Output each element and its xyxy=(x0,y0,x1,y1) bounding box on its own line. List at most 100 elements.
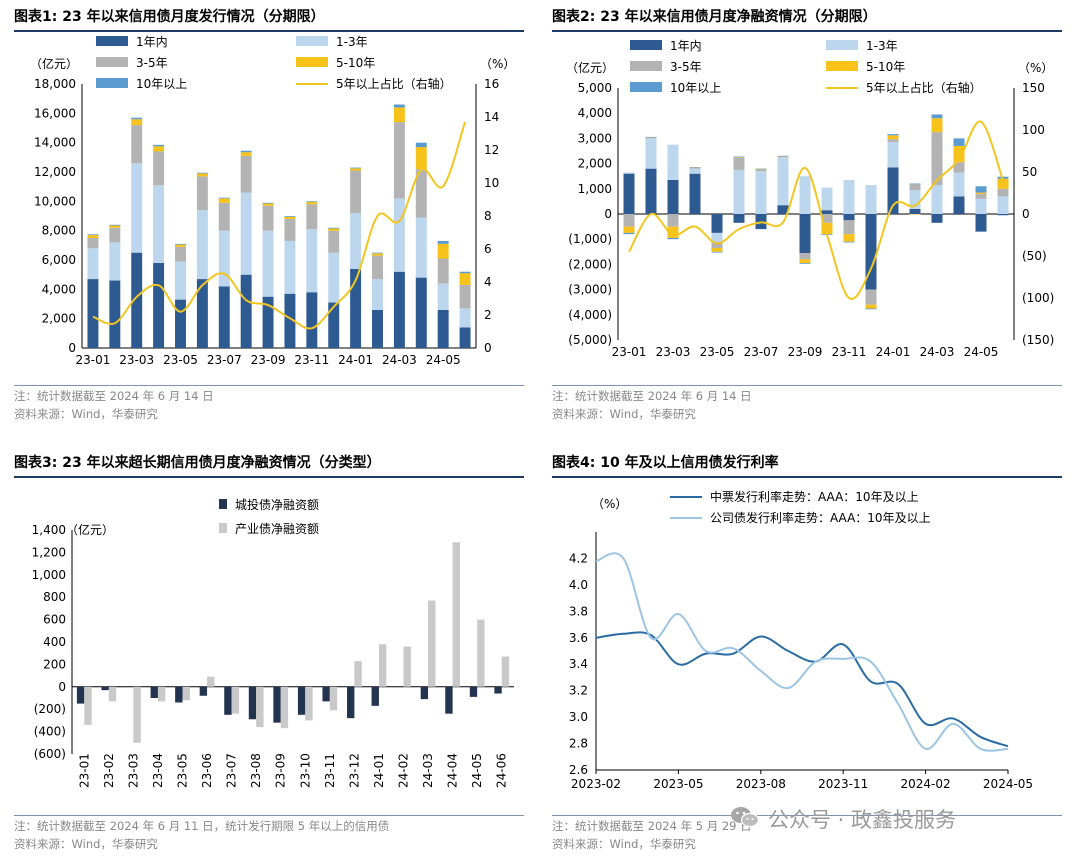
y-tick-label: 3.2 xyxy=(569,684,588,698)
bar-5-10年 xyxy=(799,259,811,264)
y-tick-label: 800 xyxy=(43,590,66,604)
title-rule xyxy=(552,30,1062,32)
bar-5-10年 xyxy=(623,226,635,233)
bar-1年内 xyxy=(909,208,921,214)
bar-10年以上 xyxy=(196,172,208,174)
y2-tick-label: 6 xyxy=(484,242,492,256)
x-tick-label: 2023-08 xyxy=(736,777,786,791)
bar-3-5年 xyxy=(437,258,449,284)
panel-long-term: 图表3: 23 年以来超长期信用债月度净融资情况（分类型） (600) (400)… xyxy=(14,452,528,861)
bar-产业债净融资额 xyxy=(231,686,239,714)
bar-5-10年 xyxy=(218,198,230,203)
bar-1-3年 xyxy=(240,192,252,275)
x-tick-label: 2023-11 xyxy=(818,777,868,791)
bar-10年以上 xyxy=(175,243,186,245)
bar-1-3年 xyxy=(175,261,186,300)
bar-3-5年 xyxy=(953,162,965,173)
bar-10年以上 xyxy=(799,263,811,264)
bar-1-3年 xyxy=(393,198,405,272)
y2-tick-label: 16 xyxy=(484,77,499,91)
y-tick-label: 600 xyxy=(43,613,66,627)
legend-swatch xyxy=(219,499,227,509)
y-tick-label: 3.4 xyxy=(569,657,588,671)
y-tick-label: 8,000 xyxy=(42,224,76,238)
bar-3-5年 xyxy=(393,122,405,199)
panel-net-financing: 图表2: 23 年以来信用债月度净融资情况（分期限） （亿元） （%） (5,000… xyxy=(552,6,1066,426)
bar-10年以上 xyxy=(667,237,679,240)
bar-产业债净融资额 xyxy=(329,686,338,711)
y2-tick-label: (100) xyxy=(1022,291,1054,305)
bar-5-10年 xyxy=(306,202,318,205)
bar-1年内 xyxy=(843,214,855,221)
x-tick-label: 23-05 xyxy=(163,353,198,367)
bar-产业债净融资额 xyxy=(403,646,411,687)
bar-10年以上 xyxy=(415,142,427,148)
legend-label: 城投债净融资额 xyxy=(235,497,319,512)
x-tick-label: 23-04 xyxy=(151,753,165,788)
x-tick-label: 24-02 xyxy=(397,753,411,788)
bar-1年内 xyxy=(372,309,383,348)
bar-10年以上 xyxy=(623,232,635,235)
bar-10年以上 xyxy=(843,241,855,243)
bar-3-5年 xyxy=(196,176,208,211)
bar-1年内 xyxy=(437,309,449,348)
x-tick-label: 23-08 xyxy=(249,753,263,788)
bar-3-5年 xyxy=(931,132,943,186)
bar-1年内 xyxy=(799,214,811,254)
x-tick-label: 23-11 xyxy=(323,753,337,788)
bar-1-3年 xyxy=(350,213,362,269)
panel-title: 图表3: 23 年以来超长期信用债月度净融资情况（分类型） xyxy=(14,455,381,471)
bar-1年内 xyxy=(240,274,252,348)
bar-5-10年 xyxy=(87,235,99,238)
y2-tick-label: 4 xyxy=(484,275,492,289)
title-rule xyxy=(552,476,1062,478)
bar-1-3年 xyxy=(689,168,701,174)
bar-10年以上 xyxy=(131,117,143,120)
bar-产业债净融资额 xyxy=(501,656,510,687)
chart-rates: 2.6 2.8 3.0 3.2 3.4 3.6 3.8 4.0 4.2 （%） 2023-02 202… xyxy=(569,489,1033,791)
y-tick-label: 4.0 xyxy=(569,578,588,592)
bar-1-3年 xyxy=(87,248,99,280)
x-tick-label: 23-01 xyxy=(76,353,111,367)
legend-label: 5-10年 xyxy=(866,60,905,74)
bar-3-5年 xyxy=(623,214,635,227)
bar-5-10年 xyxy=(131,119,143,126)
bar-5-10年 xyxy=(953,145,965,163)
bar-1-3年 xyxy=(372,279,383,310)
legend-label: 5年以上占比（右轴） xyxy=(336,76,452,91)
legend-swatch xyxy=(219,523,227,533)
y-tick-label: 3.0 xyxy=(569,710,588,724)
bar-1-3年 xyxy=(109,242,121,281)
bar-10年以上 xyxy=(284,216,296,217)
note-rule xyxy=(14,385,524,386)
bar-产业债净融资额 xyxy=(157,686,166,702)
x-tick-label: 23-09 xyxy=(251,353,286,367)
panel-issuance: 图表1: 23 年以来信用债月度发行情况（分期限） （亿元） （%） 0 2,000 4… xyxy=(14,6,528,426)
bar-1-3年 xyxy=(909,190,921,209)
bar-城投债净融资额 xyxy=(248,686,257,720)
bar-1年内 xyxy=(306,292,318,348)
x-tick-label: 23-02 xyxy=(102,753,116,788)
bar-1年内 xyxy=(175,299,186,348)
bar-1年内 xyxy=(953,196,965,214)
bar-3-5年 xyxy=(306,204,318,230)
bar-3-5年 xyxy=(711,241,723,249)
watermark-text: 公众号 · 政鑫投服务 xyxy=(768,808,957,832)
bar-1年内 xyxy=(109,280,121,348)
y-tick-label: 3.8 xyxy=(569,604,588,618)
bar-1年内 xyxy=(997,214,1009,216)
bar-1年内 xyxy=(711,214,723,233)
bar-5-10年 xyxy=(733,156,745,158)
bar-1-3年 xyxy=(821,187,833,211)
y-tick-label: 12,000 xyxy=(34,165,76,179)
bar-产业债净融资额 xyxy=(108,686,117,702)
bar-城投债净融资额 xyxy=(273,686,281,723)
y-tick-label: 2,000 xyxy=(578,157,612,171)
bar-1年内 xyxy=(218,286,230,348)
bar-城投债净融资额 xyxy=(371,686,379,706)
x-tick-label: 23-11 xyxy=(294,353,329,367)
legend-label: 10年以上 xyxy=(136,77,187,91)
bar-3-5年 xyxy=(415,169,427,218)
bar-3-5年 xyxy=(109,227,121,243)
y-tick-label: 1,000 xyxy=(578,182,612,196)
